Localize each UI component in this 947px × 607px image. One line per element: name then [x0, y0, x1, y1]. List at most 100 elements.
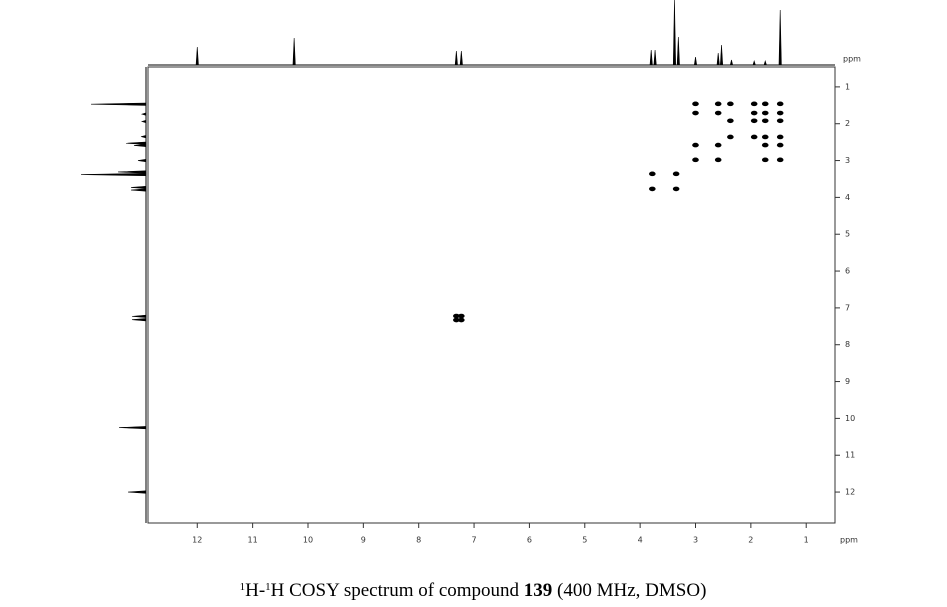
top-projection-peak [729, 59, 734, 66]
cross-peak [750, 110, 758, 116]
cross-peak [750, 118, 758, 124]
cross-peak [692, 142, 699, 148]
y-tick-label: 7 [845, 303, 850, 312]
cross-peak [672, 186, 680, 192]
cross-peak [714, 157, 722, 163]
cross-peak [776, 110, 784, 116]
y-tick-label: 5 [845, 230, 850, 239]
y-tick-label: 1 [845, 82, 850, 91]
y-tick-label: 12 [845, 488, 855, 497]
cross-peak [453, 317, 460, 323]
cross-peak [750, 101, 758, 107]
cross-peak [649, 186, 656, 192]
left-projection-peak [137, 159, 147, 163]
y-tick-label: 11 [845, 451, 855, 460]
cross-peak [453, 313, 460, 319]
caption-part: (400 MHz, DMSO) [552, 580, 706, 601]
top-projection-peak [454, 50, 458, 66]
top-projection-peak [752, 59, 756, 66]
cross-peak [727, 118, 734, 124]
cross-peak [458, 313, 465, 319]
caption-part: 1 [265, 581, 271, 593]
x-tick-label: 1 [804, 536, 809, 545]
y-axis-label: ppm [843, 55, 861, 64]
left-projection-peak [127, 490, 147, 494]
top-projection-peak [195, 46, 199, 66]
cross-peak [776, 157, 784, 163]
top-projection-peak [716, 52, 720, 66]
left-projection-peak [130, 185, 147, 189]
x-tick-label: 6 [527, 536, 532, 545]
left-projection-peak [131, 314, 147, 318]
left-projection-peak [140, 135, 147, 139]
cross-peak [761, 101, 769, 107]
x-tick-label: 11 [248, 536, 258, 545]
cross-peak [750, 134, 758, 140]
y-tick-label: 9 [845, 377, 850, 386]
y-tick-label: 8 [845, 340, 850, 349]
left-projection-peak [117, 170, 147, 174]
x-tick-label: 5 [582, 536, 587, 545]
cross-peak [776, 134, 784, 140]
caption-part: H- [245, 580, 265, 601]
cross-peak [761, 142, 769, 148]
x-tick-label: 4 [638, 536, 643, 545]
cross-peak [776, 118, 784, 124]
cross-peak [776, 142, 784, 148]
cross-peak [761, 118, 769, 124]
y-tick-label: 6 [845, 267, 850, 276]
cross-peak [776, 101, 784, 107]
top-projection-peak [459, 50, 463, 66]
top-projection-peak [292, 37, 296, 66]
x-tick-label: 7 [472, 536, 477, 545]
top-projection-peak [763, 59, 767, 66]
x-tick-label: 8 [416, 536, 421, 545]
y-tick-label: 3 [845, 156, 850, 165]
left-projection-peak [140, 119, 147, 124]
cross-peak [714, 142, 722, 148]
left-projection-peak [90, 102, 147, 106]
x-tick-label: 12 [192, 536, 202, 545]
cross-peak [458, 317, 465, 323]
top-projection-peak [653, 49, 657, 66]
left-projection-peak [118, 426, 147, 430]
y-tick-label: 2 [845, 119, 850, 128]
x-tick-label: 3 [693, 536, 698, 545]
caption-part: H COSY spectrum of compound [271, 580, 524, 601]
x-tick-label: 2 [748, 536, 753, 545]
cross-peak [692, 101, 699, 107]
left-projection-peak [80, 173, 147, 177]
left-projection-peak [133, 143, 147, 147]
top-projection-peak [719, 44, 724, 66]
x-tick-label: 9 [361, 536, 366, 545]
cross-peak [714, 110, 722, 116]
left-projection-peak [130, 188, 147, 192]
cross-peak [714, 101, 722, 107]
cross-peak [692, 157, 699, 163]
cross-peak [672, 171, 680, 177]
caption-part: 139 [524, 580, 553, 601]
cross-peak [761, 110, 769, 116]
cross-peak [761, 134, 769, 140]
top-projection-peak [672, 0, 676, 66]
top-projection-peak [778, 9, 782, 66]
plot-frame [147, 66, 836, 524]
cross-peak [761, 157, 769, 163]
x-axis-label: ppm [840, 536, 858, 545]
x-tick-label: 10 [303, 536, 313, 545]
cross-peak [727, 134, 734, 140]
cross-peak [649, 171, 656, 177]
y-tick-label: 4 [845, 193, 850, 202]
cross-peak [692, 110, 699, 116]
top-projection-peak [693, 56, 698, 66]
left-projection-peak [140, 112, 147, 116]
caption-part: 1 [240, 581, 246, 593]
cross-peak [727, 101, 734, 107]
caption: 1H-1H COSY spectrum of compound 139 (400… [240, 580, 707, 601]
left-projection-peak [131, 318, 147, 322]
top-projection-peak [676, 36, 680, 66]
left-projection-peak [125, 141, 147, 145]
y-tick-label: 10 [845, 414, 855, 423]
top-projection-peak [649, 49, 653, 66]
